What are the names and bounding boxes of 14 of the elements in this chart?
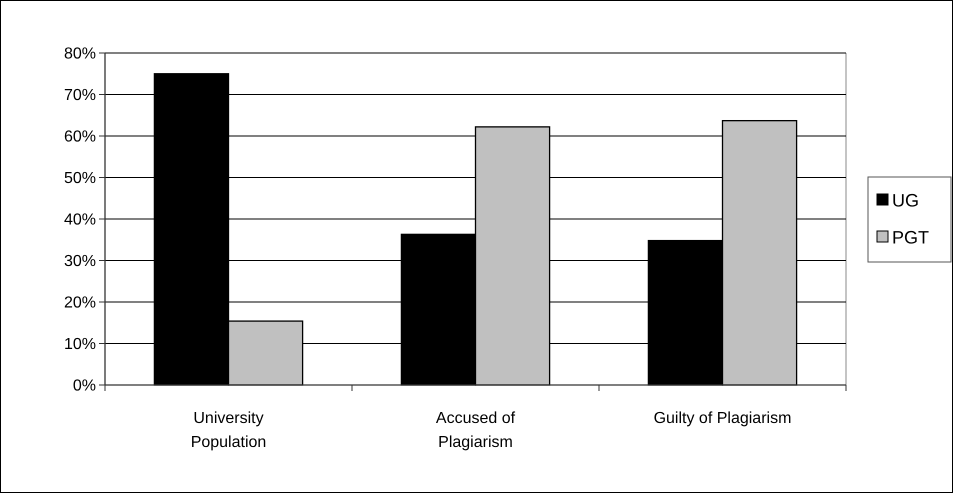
y-tick-label: 70% xyxy=(64,87,96,104)
y-tick-label: 50% xyxy=(64,170,96,188)
legend-label: UG xyxy=(892,190,919,210)
x-tick-label: Guilty of Plagiarism xyxy=(654,410,792,427)
x-tick-label: Accused of Plagiarism xyxy=(436,410,516,451)
legend-label: PGT xyxy=(892,227,930,248)
y-tick-label: 60% xyxy=(64,128,96,146)
y-tick-label: 40% xyxy=(64,212,96,229)
y-tick-label: 10% xyxy=(64,336,96,354)
y-tick-label: 30% xyxy=(64,253,96,270)
y-tick-label: 0% xyxy=(72,378,96,395)
y-tick-label: 20% xyxy=(64,294,96,312)
x-tick-label: University Population xyxy=(190,410,266,451)
y-tick-label: 80% xyxy=(64,46,96,63)
